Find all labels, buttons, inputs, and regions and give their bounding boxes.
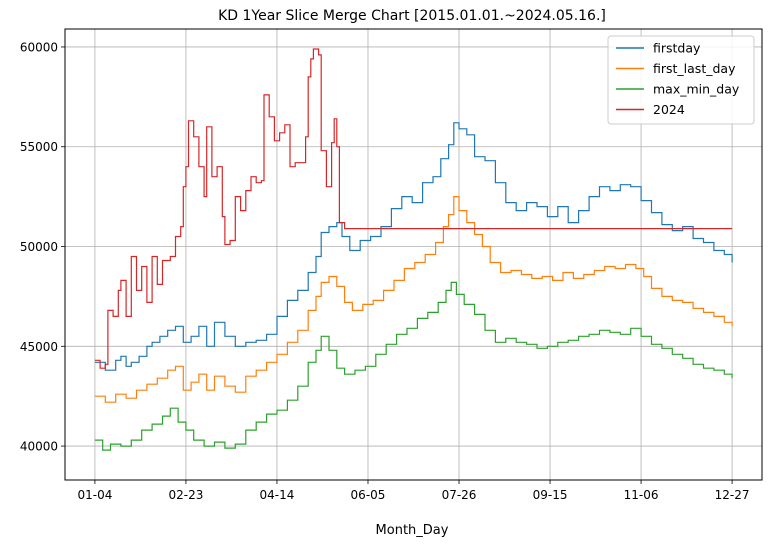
y-tick-label: 40000 <box>20 440 58 454</box>
legend-label: 2024 <box>653 102 685 117</box>
x-tick-label: 09-15 <box>533 488 568 502</box>
x-tick-label: 01-04 <box>77 488 112 502</box>
y-tick-label: 50000 <box>20 240 58 254</box>
chart-title: KD 1Year Slice Merge Chart [2015.01.01.~… <box>218 8 606 24</box>
series-line-first-last-day <box>94 196 733 403</box>
y-tick-label: 55000 <box>20 140 58 154</box>
x-tick-label: 02-23 <box>168 488 203 502</box>
y-tick-label: 45000 <box>20 340 58 354</box>
x-axis-label: Month_Day <box>376 523 449 538</box>
plot-frame <box>64 28 763 481</box>
legend: firstday first_last_day max_min_day 2024 <box>607 35 755 125</box>
x-tick-label: 12-27 <box>715 488 750 502</box>
series-lines <box>94 48 733 451</box>
x-tick-label: 07-26 <box>442 488 477 502</box>
y-tick-label: 60000 <box>20 40 58 54</box>
x-tick-label: 06-05 <box>351 488 386 502</box>
legend-label: max_min_day <box>653 82 740 97</box>
series-line-firstday <box>94 122 733 371</box>
series-line-2024 <box>94 48 733 369</box>
series-line-max-min-day <box>94 281 733 451</box>
legend-box <box>607 35 755 125</box>
y-axis-ticks: 40000 45000 50000 55000 60000 <box>20 40 65 454</box>
x-tick-label: 11-06 <box>624 488 659 502</box>
x-axis-ticks: 01-04 02-23 04-14 06-05 07-26 09-15 11-06 12-27 <box>77 480 750 502</box>
legend-label: firstday <box>653 41 701 56</box>
legend-label: first_last_day <box>653 61 736 76</box>
x-tick-label: 04-14 <box>260 488 295 502</box>
